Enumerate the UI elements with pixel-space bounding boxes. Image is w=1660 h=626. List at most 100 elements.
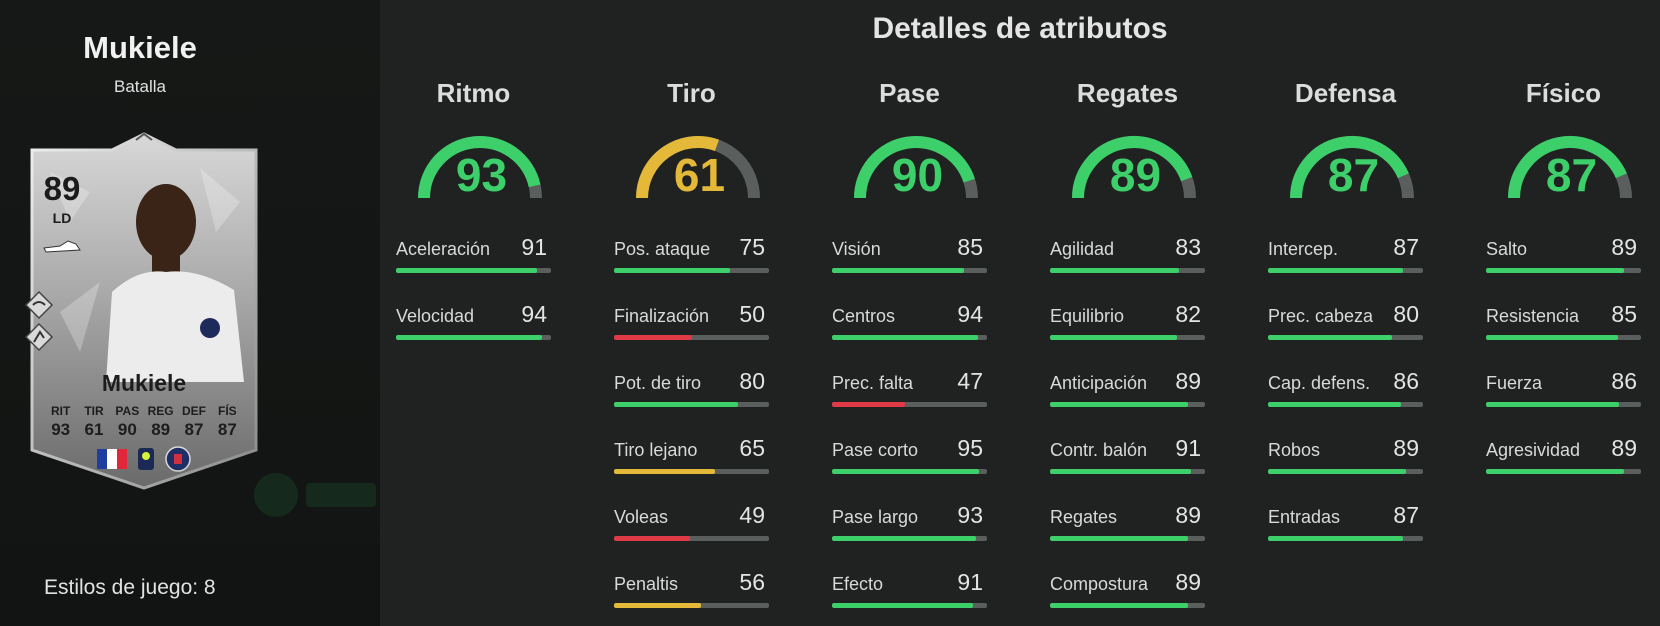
attribute-bar-fill [1050,335,1178,340]
attribute-row[interactable]: Centros 94 [832,301,987,368]
attribute-row[interactable]: Aceleración 91 [396,234,551,301]
attribute-bar-fill [832,536,977,541]
attribute-bar-fill [1050,603,1188,608]
category-value: 90 [891,149,944,201]
playstyle-icon [24,322,54,352]
attribute-name: Salto [1486,239,1528,259]
attribute-bar-fill [832,603,974,608]
attribute-row[interactable]: Compostura 89 [1050,569,1205,626]
attribute-value: 65 [739,435,765,461]
attribute-bar [614,536,769,541]
card-player-name: Mukiele [101,370,187,396]
attribute-row[interactable]: Pos. ataque 75 [614,234,769,301]
attribute-row[interactable]: Tiro lejano 65 [614,435,769,502]
category-title: Físico [1525,78,1602,108]
attribute-row[interactable]: Penaltis 56 [614,569,769,626]
attribute-row[interactable]: Visión 85 [832,234,987,301]
attribute-name: Compostura [1050,574,1149,594]
card-stat-label: REG [147,404,174,418]
attribute-value: 89 [1175,368,1201,394]
attribute-name: Fuerza [1486,373,1543,393]
gauge-arc [1508,136,1632,199]
attribute-bar [1268,268,1423,273]
attribute-row[interactable]: Voleas 49 [614,502,769,569]
attribute-list: Pos. ataque 75 Finalización 50 Pot. de tiro 8… [614,234,769,626]
category-gauge: 87 [1268,126,1423,208]
category-pase: Pase 90 Visión 85 Centros 94 Prec. falta 47 Pase… [832,78,987,626]
attribute-row[interactable]: Finalización 50 [614,301,769,368]
attribute-list: Intercep. 87 Prec. cabeza 80 Cap. defens. 86 R… [1268,234,1423,569]
player-photo [106,184,244,382]
attribute-row[interactable]: Fuerza 86 [1486,368,1641,435]
player-panel: Mukiele Batalla 89 LD [0,0,380,626]
player-card[interactable]: 89 LD Mukiele RIT 93 TIR 61 PAS 90 REG 89 DE… [20,132,268,490]
attribute-name: Prec. falta [832,373,914,393]
category-gauge: 87 [1486,126,1641,208]
attribute-row[interactable]: Velocidad 94 [396,301,551,368]
attribute-value: 87 [1393,234,1419,260]
attribute-row[interactable]: Anticipación 89 [1050,368,1205,435]
attribute-row[interactable]: Agilidad 83 [1050,234,1205,301]
attribute-row[interactable]: Cap. defens. 86 [1268,368,1423,435]
attribute-bar [832,536,987,541]
attribute-row[interactable]: Contr. balón 91 [1050,435,1205,502]
card-stats: RIT 93 TIR 61 PAS 90 REG 89 DEF 87 FÍS 87 [44,404,244,440]
gauge-arc [418,136,542,199]
category-value: 61 [673,149,726,201]
card-stat-value: 89 [151,420,171,439]
card-stat-value: 87 [217,420,237,439]
attribute-row[interactable]: Agresividad 89 [1486,435,1641,502]
attribute-value: 47 [957,368,983,394]
category-value: 87 [1327,149,1380,201]
attribute-value: 89 [1393,435,1419,461]
attribute-row[interactable]: Pot. de tiro 80 [614,368,769,435]
attribute-value: 89 [1175,502,1201,528]
attribute-bar-fill [1268,402,1402,407]
attribute-bar-fill [396,268,538,273]
attribute-name: Agilidad [1050,239,1115,259]
attribute-row[interactable]: Robos 89 [1268,435,1423,502]
attribute-name: Velocidad [396,306,475,326]
attribute-row[interactable]: Pase corto 95 [832,435,987,502]
attribute-value: 91 [521,234,547,260]
card-stat-label: DEF [181,404,206,418]
attribute-row[interactable]: Intercep. 87 [1268,234,1423,301]
attribute-row[interactable]: Regates 89 [1050,502,1205,569]
attribute-bar [1486,268,1641,273]
category-regates: Regates 89 Agilidad 83 Equilibrio 82 Anticipac… [1050,78,1205,626]
attribute-row[interactable]: Prec. cabeza 80 [1268,301,1423,368]
attribute-row[interactable]: Pase largo 93 [832,502,987,569]
category-fisico: Físico 87 Salto 89 Resistencia 85 Fuerza 86 Agre… [1486,78,1641,502]
attribute-row[interactable]: Resistencia 85 [1486,301,1641,368]
gauge-arc [854,136,978,199]
attribute-row[interactable]: Efecto 91 [832,569,987,626]
attribute-bar [1268,402,1423,407]
attribute-name: Efecto [832,574,884,594]
attribute-bar [614,603,769,608]
attribute-bar [832,335,987,340]
attribute-bar [1486,469,1641,474]
attribute-row[interactable]: Equilibrio 82 [1050,301,1205,368]
attribute-bar [614,335,769,340]
page-title: Detalles de atributos [872,12,1168,45]
card-position: LD [52,210,72,226]
attribute-bar [1268,335,1423,340]
chemistry-style: Batalla [114,77,166,96]
attribute-value: 89 [1611,435,1637,461]
attribute-bar-fill [1268,268,1403,273]
attribute-value: 91 [1175,435,1201,461]
attribute-name: Finalización [614,306,710,326]
category-title: Defensa [1294,78,1397,108]
attribute-row[interactable]: Prec. falta 47 [832,368,987,435]
card-stat-value: 90 [117,420,137,439]
attribute-row[interactable]: Entradas 87 [1268,502,1423,569]
attribute-bar [1268,469,1423,474]
attribute-bar-fill [832,402,905,407]
attribute-bar-fill [1050,536,1188,541]
category-title: Tiro [667,78,716,108]
attribute-value: 83 [1175,234,1201,260]
attribute-value: 85 [1611,301,1637,327]
category-defensa: Defensa 87 Intercep. 87 Prec. cabeza 80 Cap. d… [1268,78,1423,569]
attribute-row[interactable]: Salto 89 [1486,234,1641,301]
attribute-value: 49 [739,502,765,528]
